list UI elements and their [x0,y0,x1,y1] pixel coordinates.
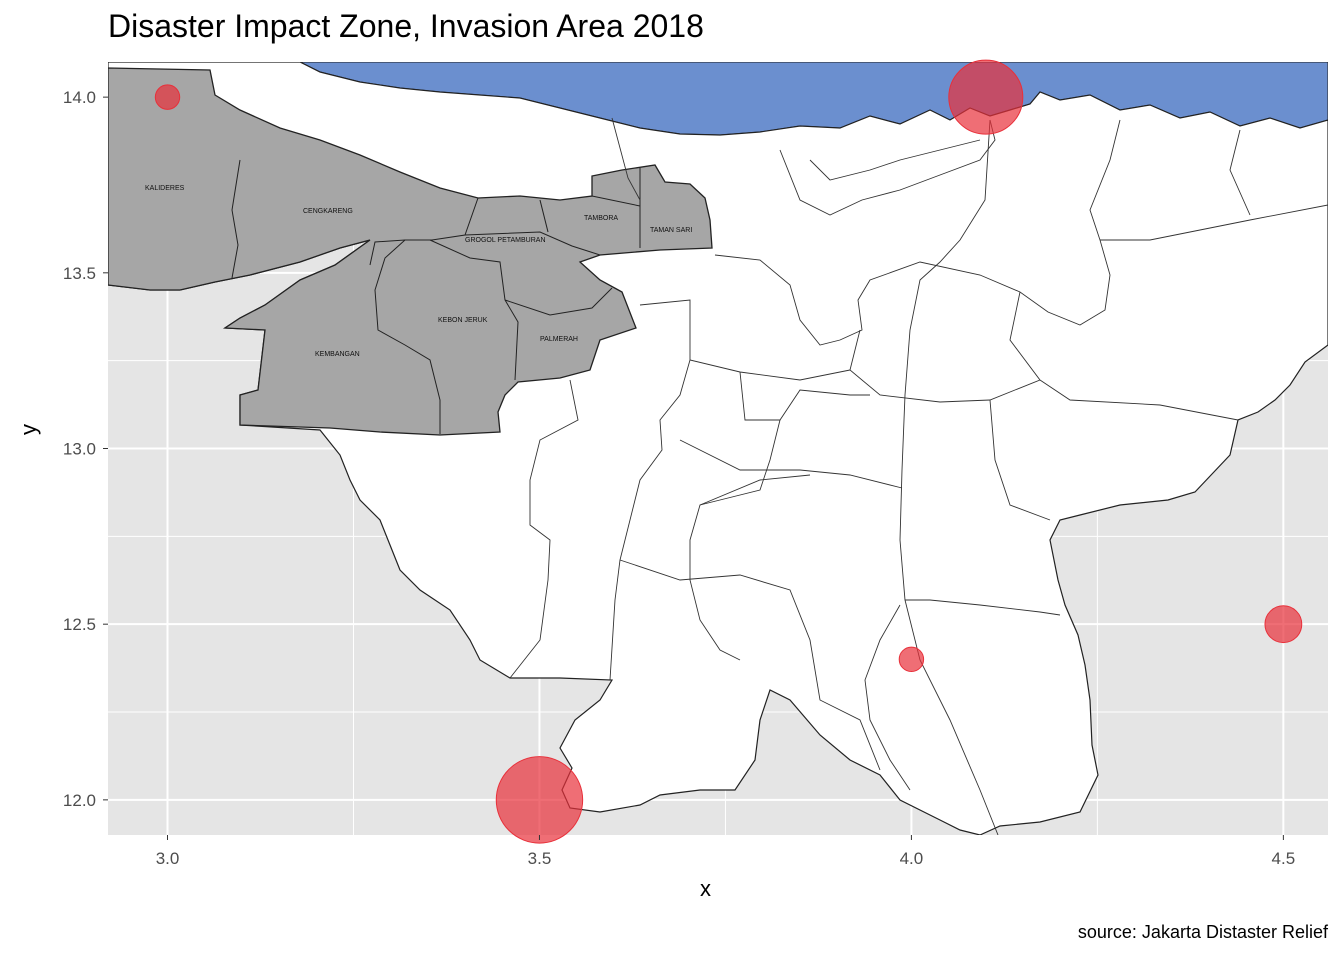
district-label-grogol-petamburan: GROGOL PETAMBURAN [465,237,546,244]
district-label-palmerah: PALMERAH [540,336,578,343]
y-tick-label: 12.0 [63,791,96,810]
x-tick-label: 4.5 [1272,849,1296,868]
data-point [495,756,584,844]
x-axis-label: x [700,876,711,901]
y-tick-label: 13.0 [63,440,96,459]
y-tick-label: 14.0 [63,88,96,107]
district-labels: KALIDERES CENGKARENG TAMBORA TAMAN SARI … [145,185,692,358]
x-tick-label: 3.0 [156,849,180,868]
map-layer [108,62,1328,835]
x-tick-label: 3.5 [528,849,552,868]
district-label-tambora: TAMBORA [584,215,618,222]
data-point [948,59,1024,135]
axis-ticks: 3.0 3.5 4.0 4.5 12.0 12.5 13.0 13.5 14.0 [63,88,1295,868]
district-label-kalideres: KALIDERES [145,185,185,192]
y-tick-label: 13.5 [63,264,96,283]
chart-title: Disaster Impact Zone, Invasion Area 2018 [108,8,704,44]
data-point [898,646,925,673]
y-tick-label: 12.5 [63,615,96,634]
district-borders [509,117,1328,835]
source-caption: source: Jakarta Distaster Relief [1077,922,1328,942]
impact-district-borders [231,159,641,434]
data-points [154,59,1303,844]
y-axis-label: y [16,424,41,435]
data-point [1264,605,1303,644]
data-point [154,84,181,110]
x-tick-label: 4.0 [900,849,924,868]
district-label-kebon-jeruk: KEBON JERUK [438,317,488,324]
district-label-cengkareng: CENGKARENG [303,208,353,215]
district-label-kembangan: KEMBANGAN [315,351,360,358]
district-label-taman-sari: TAMAN SARI [650,227,692,234]
